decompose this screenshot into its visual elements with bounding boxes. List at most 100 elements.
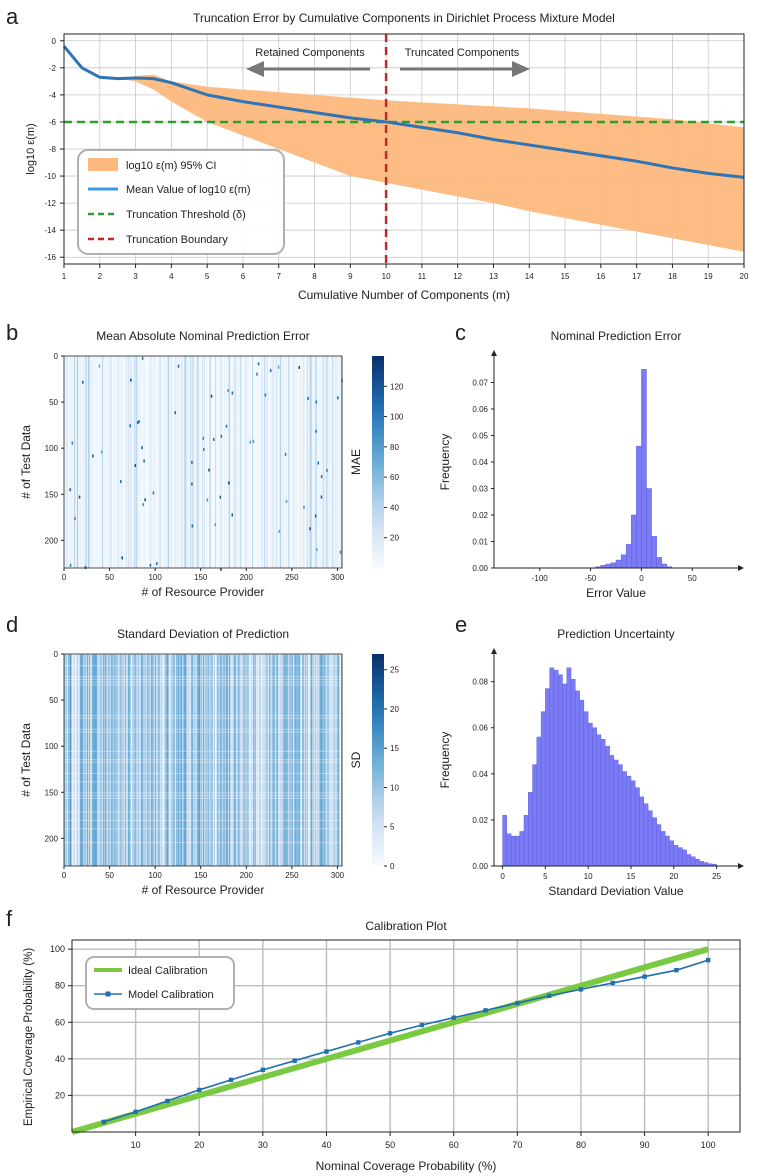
heatmap-column xyxy=(247,654,249,866)
histogram-bar xyxy=(592,727,597,867)
heatmap-column xyxy=(250,356,252,568)
heatmap-column xyxy=(276,356,278,568)
histogram-bar xyxy=(703,862,709,867)
x-tick-label: 40 xyxy=(321,1140,331,1150)
heatmap-speck xyxy=(98,364,101,368)
heatmap-column xyxy=(81,356,83,568)
heatmap-column xyxy=(326,654,328,866)
heatmap-row xyxy=(64,717,342,719)
histogram-bar xyxy=(625,543,632,569)
heatmap-column xyxy=(243,654,245,866)
y-axis-label: Empirical Coverage Probability (%) xyxy=(23,948,35,1126)
heatmap-row xyxy=(64,681,342,683)
heatmap-speck xyxy=(212,437,215,441)
heatmap-column xyxy=(288,654,290,866)
heatmap-column xyxy=(137,654,139,866)
heatmap-column xyxy=(288,356,290,568)
panel-letter-f: f xyxy=(6,906,13,931)
histogram-bar xyxy=(605,745,610,867)
heatmap-column xyxy=(93,356,95,568)
y-tick-label: 0.06 xyxy=(472,405,488,414)
heatmap-column xyxy=(145,654,147,866)
legend-label-mean: Mean Value of log10 ε(m) xyxy=(126,184,251,196)
heatmap-column xyxy=(322,654,324,866)
heatmap-column xyxy=(89,356,91,568)
heatmap-column xyxy=(301,356,303,568)
heatmap-column xyxy=(336,654,338,866)
heatmap-column xyxy=(201,654,203,866)
y-tick-label: 60 xyxy=(55,1017,65,1027)
model-calibration-point xyxy=(578,987,584,992)
y-tick-label: 0.05 xyxy=(472,432,488,441)
heatmap-column xyxy=(237,356,239,568)
heatmap-column xyxy=(340,356,342,568)
x-tick-label: 4 xyxy=(169,272,174,281)
heatmap-column xyxy=(213,356,215,568)
heatmap-column xyxy=(205,356,208,568)
heatmap-column xyxy=(80,654,82,866)
heatmap-column xyxy=(162,356,164,568)
chart-title: Prediction Uncertainty xyxy=(557,627,674,641)
heatmap-column xyxy=(100,654,102,866)
heatmap-column xyxy=(152,654,154,866)
heatmap-column xyxy=(254,356,257,568)
heatmap-column xyxy=(262,356,264,568)
heatmap-speck xyxy=(100,450,103,454)
x-tick-label: 90 xyxy=(640,1140,650,1150)
arrow-right-head xyxy=(512,61,530,77)
heatmap-column xyxy=(148,356,150,568)
x-tick-label: 20 xyxy=(669,872,678,881)
heatmap-column xyxy=(70,356,72,568)
heatmap-column xyxy=(294,654,296,866)
heatmap-column xyxy=(177,356,180,568)
model-calibration-point xyxy=(292,1058,297,1063)
heatmap-column xyxy=(278,356,280,568)
heatmap-column xyxy=(164,356,166,568)
heatmap-column xyxy=(127,356,129,568)
x-tick-label: 50 xyxy=(688,574,697,583)
heatmap-speck xyxy=(120,480,122,484)
y-tick-label: 0.08 xyxy=(472,678,488,687)
heatmap-column xyxy=(197,654,199,866)
histogram-bar xyxy=(510,835,516,867)
heatmap-column xyxy=(135,356,137,568)
heatmap-column xyxy=(203,356,206,568)
heatmap-column xyxy=(273,356,275,568)
x-tick-label: 17 xyxy=(632,272,641,281)
histogram-bar xyxy=(643,803,649,867)
heatmap-column xyxy=(236,356,238,568)
heatmap-column xyxy=(205,654,208,866)
y-axis-label: # of Test Data xyxy=(19,723,33,797)
heatmap-column xyxy=(310,356,312,568)
heatmap-column xyxy=(105,654,107,866)
histogram-bar xyxy=(536,736,542,867)
heatmap-column xyxy=(172,356,174,568)
heatmap-column xyxy=(339,654,341,866)
heatmap-column xyxy=(126,654,128,866)
heatmap-row xyxy=(64,654,342,656)
heatmap-column xyxy=(150,356,152,568)
heatmap-row xyxy=(64,842,342,844)
heatmap-column xyxy=(238,356,240,568)
heatmap-column xyxy=(131,654,133,866)
heatmap-column xyxy=(114,356,116,568)
heatmap-column xyxy=(312,654,314,866)
heatmap-column xyxy=(325,356,327,568)
heatmap-column xyxy=(180,654,182,866)
x-tick-label: 50 xyxy=(105,871,114,880)
heatmap-speck xyxy=(92,454,94,458)
heatmap-column xyxy=(152,654,155,866)
heatmap-column xyxy=(287,356,289,568)
heatmap-column xyxy=(319,356,321,568)
heatmap-column xyxy=(313,356,315,568)
chart-title: Nominal Prediction Error xyxy=(551,329,682,343)
heatmap-column xyxy=(224,654,226,866)
heatmap-column xyxy=(226,654,228,866)
heatmap-column xyxy=(306,356,309,568)
heatmap-column xyxy=(188,654,190,866)
heatmap-column xyxy=(115,654,118,866)
histogram-bar xyxy=(622,771,627,867)
x-tick-label: 10 xyxy=(382,272,391,281)
heatmap-column xyxy=(82,654,84,866)
heatmap-column xyxy=(96,356,98,568)
